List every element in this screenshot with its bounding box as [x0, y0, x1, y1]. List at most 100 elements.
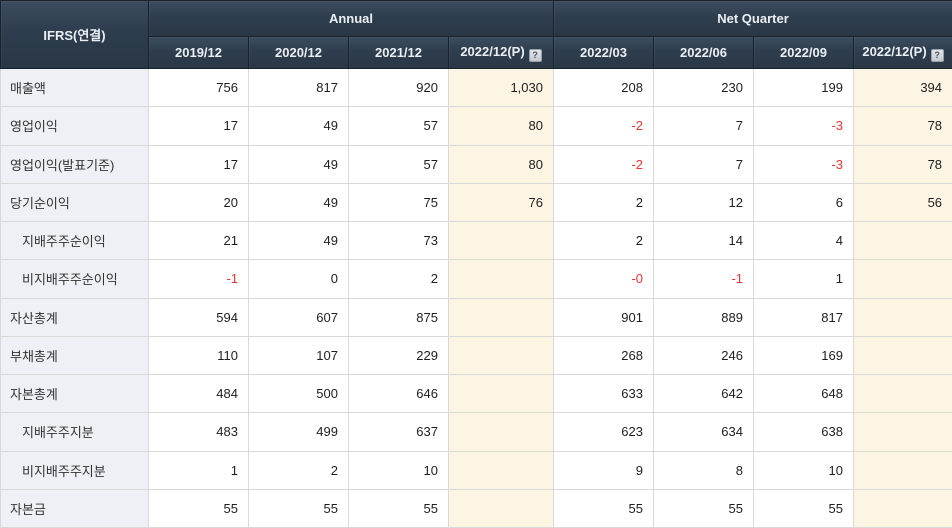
value-cell: 110: [148, 335, 249, 376]
value-cell: 646: [348, 373, 449, 414]
help-question-icon[interactable]: ?: [528, 48, 542, 62]
value-cell: 12: [653, 182, 754, 223]
value-cell: 0: [248, 259, 349, 299]
value-cell: [852, 220, 952, 261]
value-cell: 638: [753, 412, 854, 452]
value-cell: 80: [448, 106, 554, 146]
group-header-annual: Annual: [148, 0, 554, 37]
value-cell: 394: [852, 67, 952, 108]
table-row: 자본금 55 55 55 55 55 55: [0, 488, 952, 528]
value-cell: 623: [553, 412, 654, 452]
value-cell: [852, 373, 952, 414]
value-cell: 49: [248, 182, 349, 223]
value-cell: 78: [852, 106, 952, 146]
value-cell: 20: [148, 182, 249, 223]
value-cell: 594: [148, 297, 249, 337]
row-label: 부채총계: [0, 335, 149, 376]
value-cell: -3: [753, 144, 854, 184]
column-header-2022-12-p-: 2022/12(P)?: [852, 36, 952, 69]
value-cell: 49: [248, 220, 349, 261]
group-header-net-quarter: Net Quarter: [552, 0, 952, 37]
value-cell: 648: [753, 373, 854, 414]
value-cell: 875: [348, 297, 449, 337]
value-cell: [852, 335, 952, 376]
value-cell: [852, 297, 952, 337]
column-header-label: 2019/12: [175, 45, 222, 60]
value-cell: 817: [753, 297, 854, 337]
value-cell: 78: [852, 144, 952, 184]
column-header-2022-09: 2022/09: [753, 36, 854, 69]
value-cell: 73: [348, 220, 449, 261]
value-cell: 1: [148, 450, 249, 490]
value-cell: [448, 373, 554, 414]
value-cell: [448, 259, 554, 299]
value-cell: 637: [348, 412, 449, 452]
value-cell: [448, 412, 554, 452]
value-cell: 500: [248, 373, 349, 414]
value-cell: 55: [248, 488, 349, 528]
row-label: 자본총계: [0, 373, 149, 414]
value-cell: 80: [448, 144, 554, 184]
value-cell: -3: [753, 106, 854, 146]
row-label: 매출액: [0, 67, 149, 108]
value-cell: 1: [753, 259, 854, 299]
value-cell: 920: [348, 67, 449, 108]
value-cell: [852, 259, 952, 299]
value-cell: 14: [653, 220, 754, 261]
value-cell: 2: [348, 259, 449, 299]
value-cell: 199: [753, 67, 854, 108]
value-cell: [448, 220, 554, 261]
table-row: 지배주주지분 483 499 637 623 634 638: [0, 412, 952, 452]
value-cell: 55: [753, 488, 854, 528]
value-cell: 9: [553, 450, 654, 490]
column-header-2020-12: 2020/12: [248, 36, 349, 69]
value-cell: 8: [653, 450, 754, 490]
value-cell: 55: [348, 488, 449, 528]
column-header-label: 2021/12: [375, 45, 422, 60]
table-row: 비지배주주순이익 -1 0 2 -0 -1 1: [0, 259, 952, 299]
value-cell: 607: [248, 297, 349, 337]
corner-header-ifrs: IFRS(연결): [0, 0, 149, 69]
table-row: 자본총계 484 500 646 633 642 648: [0, 373, 952, 414]
value-cell: 817: [248, 67, 349, 108]
value-cell: 4: [753, 220, 854, 261]
value-cell: [448, 335, 554, 376]
value-cell: 484: [148, 373, 249, 414]
value-cell: -1: [653, 259, 754, 299]
column-header-label: 2022/09: [780, 45, 827, 60]
value-cell: 17: [148, 144, 249, 184]
table-row: 영업이익 17 49 57 80 -2 7 -3 78: [0, 106, 952, 146]
row-label: 당기순이익: [0, 182, 149, 223]
column-header-2022-12-p-: 2022/12(P)?: [448, 36, 554, 69]
value-cell: 57: [348, 144, 449, 184]
row-label: 지배주주순이익: [0, 220, 149, 261]
table-row: 부채총계 110 107 229 268 246 169: [0, 335, 952, 376]
value-cell: 76: [448, 182, 554, 223]
value-cell: 6: [753, 182, 854, 223]
value-cell: 55: [148, 488, 249, 528]
row-label: 지배주주지분: [0, 412, 149, 452]
value-cell: [448, 450, 554, 490]
table-row: 지배주주순이익 21 49 73 2 14 4: [0, 220, 952, 261]
value-cell: 7: [653, 144, 754, 184]
value-cell: 634: [653, 412, 754, 452]
row-label: 비지배주주지분: [0, 450, 149, 490]
value-cell: [852, 450, 952, 490]
value-cell: 268: [553, 335, 654, 376]
column-header-2022-03: 2022/03: [553, 36, 654, 69]
value-cell: 230: [653, 67, 754, 108]
value-cell: 7: [653, 106, 754, 146]
value-cell: [448, 297, 554, 337]
value-cell: 2: [553, 182, 654, 223]
column-header-label: 2022/12(P): [460, 43, 525, 59]
column-header-2022-06: 2022/06: [653, 36, 754, 69]
help-question-icon[interactable]: ?: [930, 48, 944, 62]
value-cell: 756: [148, 67, 249, 108]
value-cell: 633: [553, 373, 654, 414]
value-cell: 246: [653, 335, 754, 376]
row-label: 영업이익: [0, 106, 149, 146]
value-cell: 107: [248, 335, 349, 376]
value-cell: 55: [553, 488, 654, 528]
value-cell: [852, 412, 952, 452]
